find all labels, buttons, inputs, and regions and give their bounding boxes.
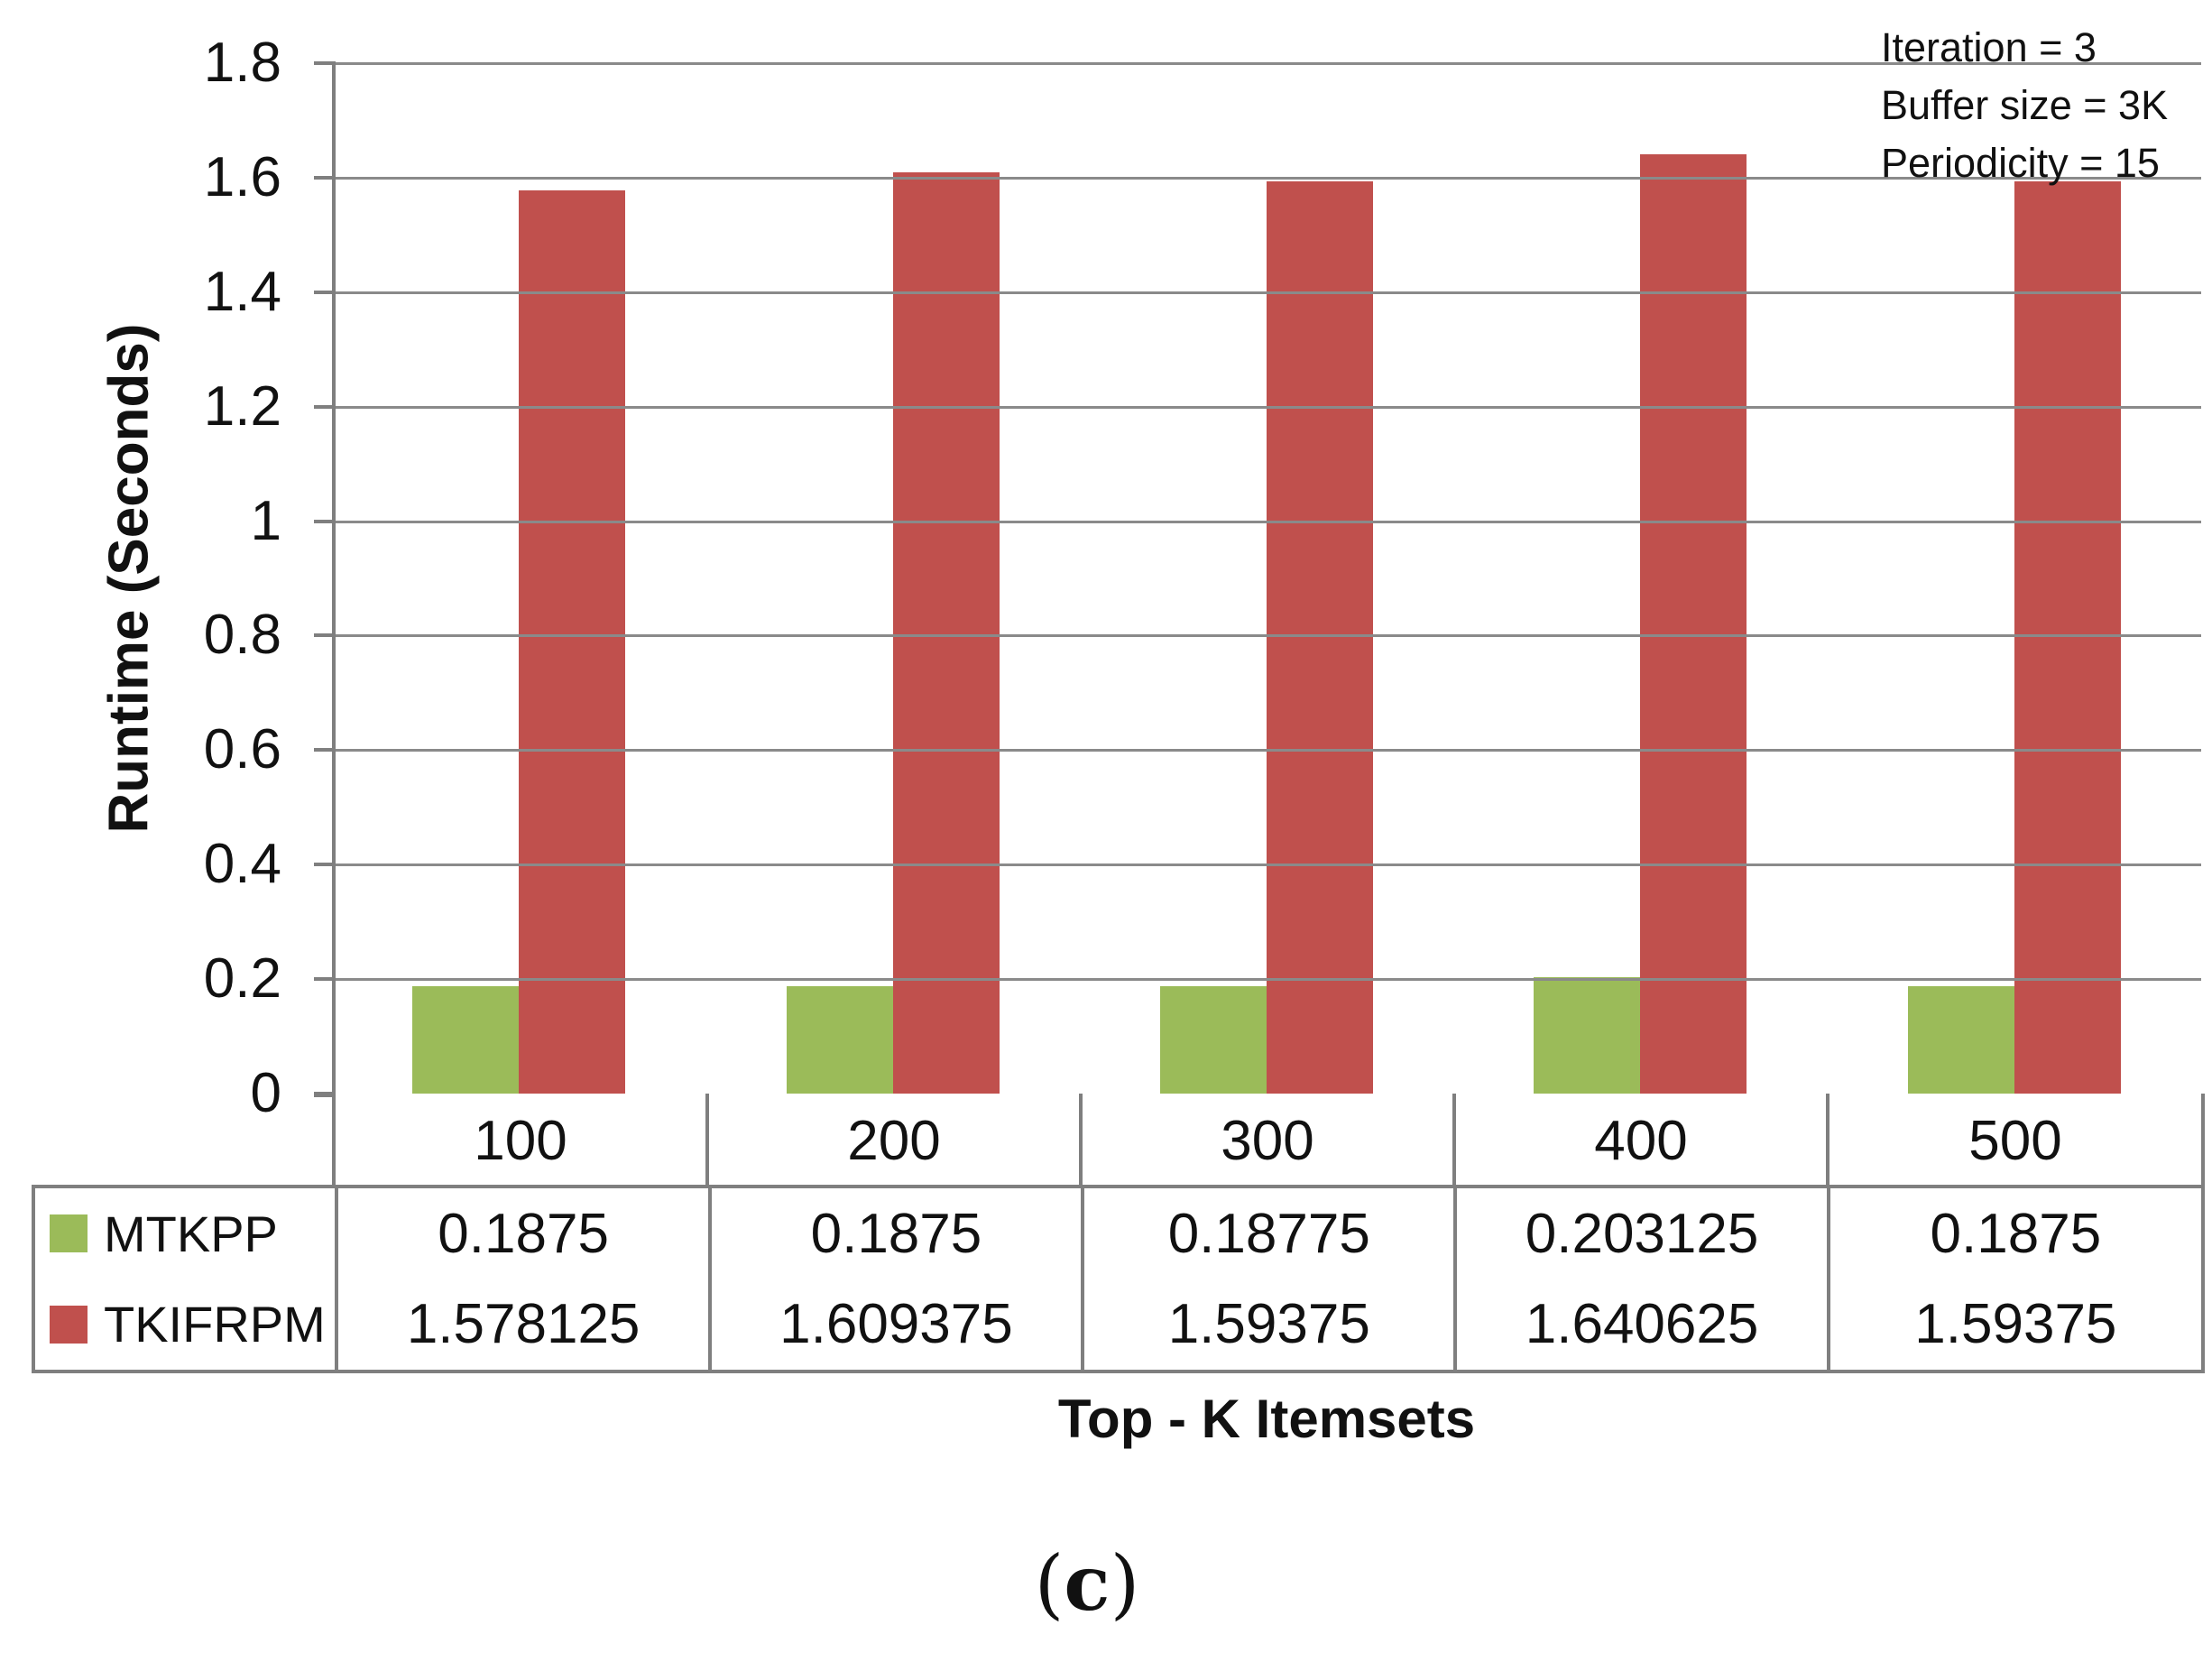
y-tick-mark <box>314 748 336 753</box>
y-tick-mark <box>314 977 336 982</box>
legend-series-name: TKIFRPM <box>104 1296 326 1353</box>
bar-tkifrpm-400 <box>1640 154 1747 1094</box>
bar-mtkpp-400 <box>1534 977 1641 1094</box>
caption-paren-open: ( <box>1034 1539 1065 1628</box>
y-tick-label: 1.6 <box>203 145 281 208</box>
bar-tkifrpm-100 <box>519 189 626 1094</box>
y-axis-line <box>332 63 336 1097</box>
value-cell-tkifrpm: 1.609375 <box>711 1279 1085 1370</box>
value-cell-tkifrpm: 1.640625 <box>1457 1279 1830 1370</box>
y-tick-label: 0.6 <box>203 718 281 781</box>
legend-swatch-icon <box>50 1214 88 1252</box>
y-tick-label: 0 <box>250 1062 281 1124</box>
annotation-line-iteration: Iteration = 3 <box>1881 24 2097 70</box>
y-tick-label: 1.2 <box>203 374 281 438</box>
gridline <box>332 634 2201 638</box>
category-header-row: 100 200 300 400 500 <box>332 1094 2205 1188</box>
y-tick-mark <box>314 290 336 294</box>
legend-cell-mtkpp: MTKPP <box>35 1188 339 1279</box>
table-row-tkifrpm: TKIFRPM 1.578125 1.609375 1.59375 1.640625 1.… <box>32 1279 2206 1373</box>
y-axis-title: Runtime (Seconds) <box>97 323 161 834</box>
value-cell-mtkpp: 0.203125 <box>1457 1188 1830 1279</box>
bar-mtkpp-200 <box>786 986 893 1094</box>
value-cell-mtkpp: 0.18775 <box>1084 1188 1458 1279</box>
bar-mtkpp-300 <box>1160 985 1267 1094</box>
annotation-line-buffer: Buffer size = 3K <box>1881 82 2169 128</box>
value-cell-mtkpp: 0.1875 <box>338 1188 712 1279</box>
chart-annotation: Iteration = 3 Buffer size = 3K Periodici… <box>1881 19 2168 192</box>
value-cell-mtkpp: 0.1875 <box>711 1188 1085 1279</box>
gridline <box>332 176 2201 180</box>
y-tick-mark <box>314 863 336 867</box>
annotation-line-periodicity: Periodicity = 15 <box>1881 140 2160 186</box>
y-tick-label: 1.8 <box>203 32 281 94</box>
bar-mtkpp-500 <box>1907 986 2014 1094</box>
gridline <box>332 405 2201 409</box>
legend-series-name: MTKPP <box>104 1205 278 1262</box>
caption-paren-close: ) <box>1110 1539 1140 1628</box>
y-tick-label: 0.8 <box>203 604 281 667</box>
y-tick-label: 0.4 <box>203 833 281 896</box>
legend-cell-tkifrpm: TKIFRPM <box>35 1279 339 1370</box>
y-tick-label: 1.4 <box>203 260 281 323</box>
y-tick-mark <box>314 175 336 180</box>
gridline <box>332 978 2201 982</box>
gridline <box>332 863 2201 867</box>
gridline <box>332 520 2201 523</box>
category-label: 100 <box>336 1094 709 1188</box>
category-label: 500 <box>1830 1094 2205 1188</box>
gridline <box>332 749 2201 753</box>
caption-letter: c <box>1064 1538 1111 1628</box>
figure-caption: (c) <box>0 1534 2174 1633</box>
value-cell-tkifrpm: 1.59375 <box>1084 1279 1458 1370</box>
category-label: 200 <box>709 1094 1083 1188</box>
y-tick-label: 0.2 <box>203 947 281 1011</box>
gridline <box>332 291 2201 294</box>
y-tick-mark <box>314 404 336 409</box>
plot-area <box>332 63 2201 1094</box>
category-label: 400 <box>1456 1094 1830 1188</box>
table-row-mtkpp: MTKPP 0.1875 0.1875 0.18775 0.203125 0.1875 <box>32 1185 2206 1282</box>
y-tick-label: 1 <box>250 489 281 552</box>
y-tick-mark <box>314 519 336 523</box>
value-cell-tkifrpm: 1.59375 <box>1830 1279 2206 1370</box>
bar-mtkpp-100 <box>412 986 520 1094</box>
value-cell-mtkpp: 0.1875 <box>1830 1188 2206 1279</box>
value-cell-tkifrpm: 1.578125 <box>338 1279 712 1370</box>
y-tick-mark <box>314 633 336 638</box>
y-tick-mark <box>314 61 336 65</box>
category-label: 300 <box>1083 1094 1456 1188</box>
x-axis-title: Top - K Itemsets <box>1057 1389 1476 1449</box>
gridline <box>332 62 2201 65</box>
bar-tkifrpm-200 <box>892 171 1000 1094</box>
legend-swatch-icon <box>50 1305 88 1344</box>
